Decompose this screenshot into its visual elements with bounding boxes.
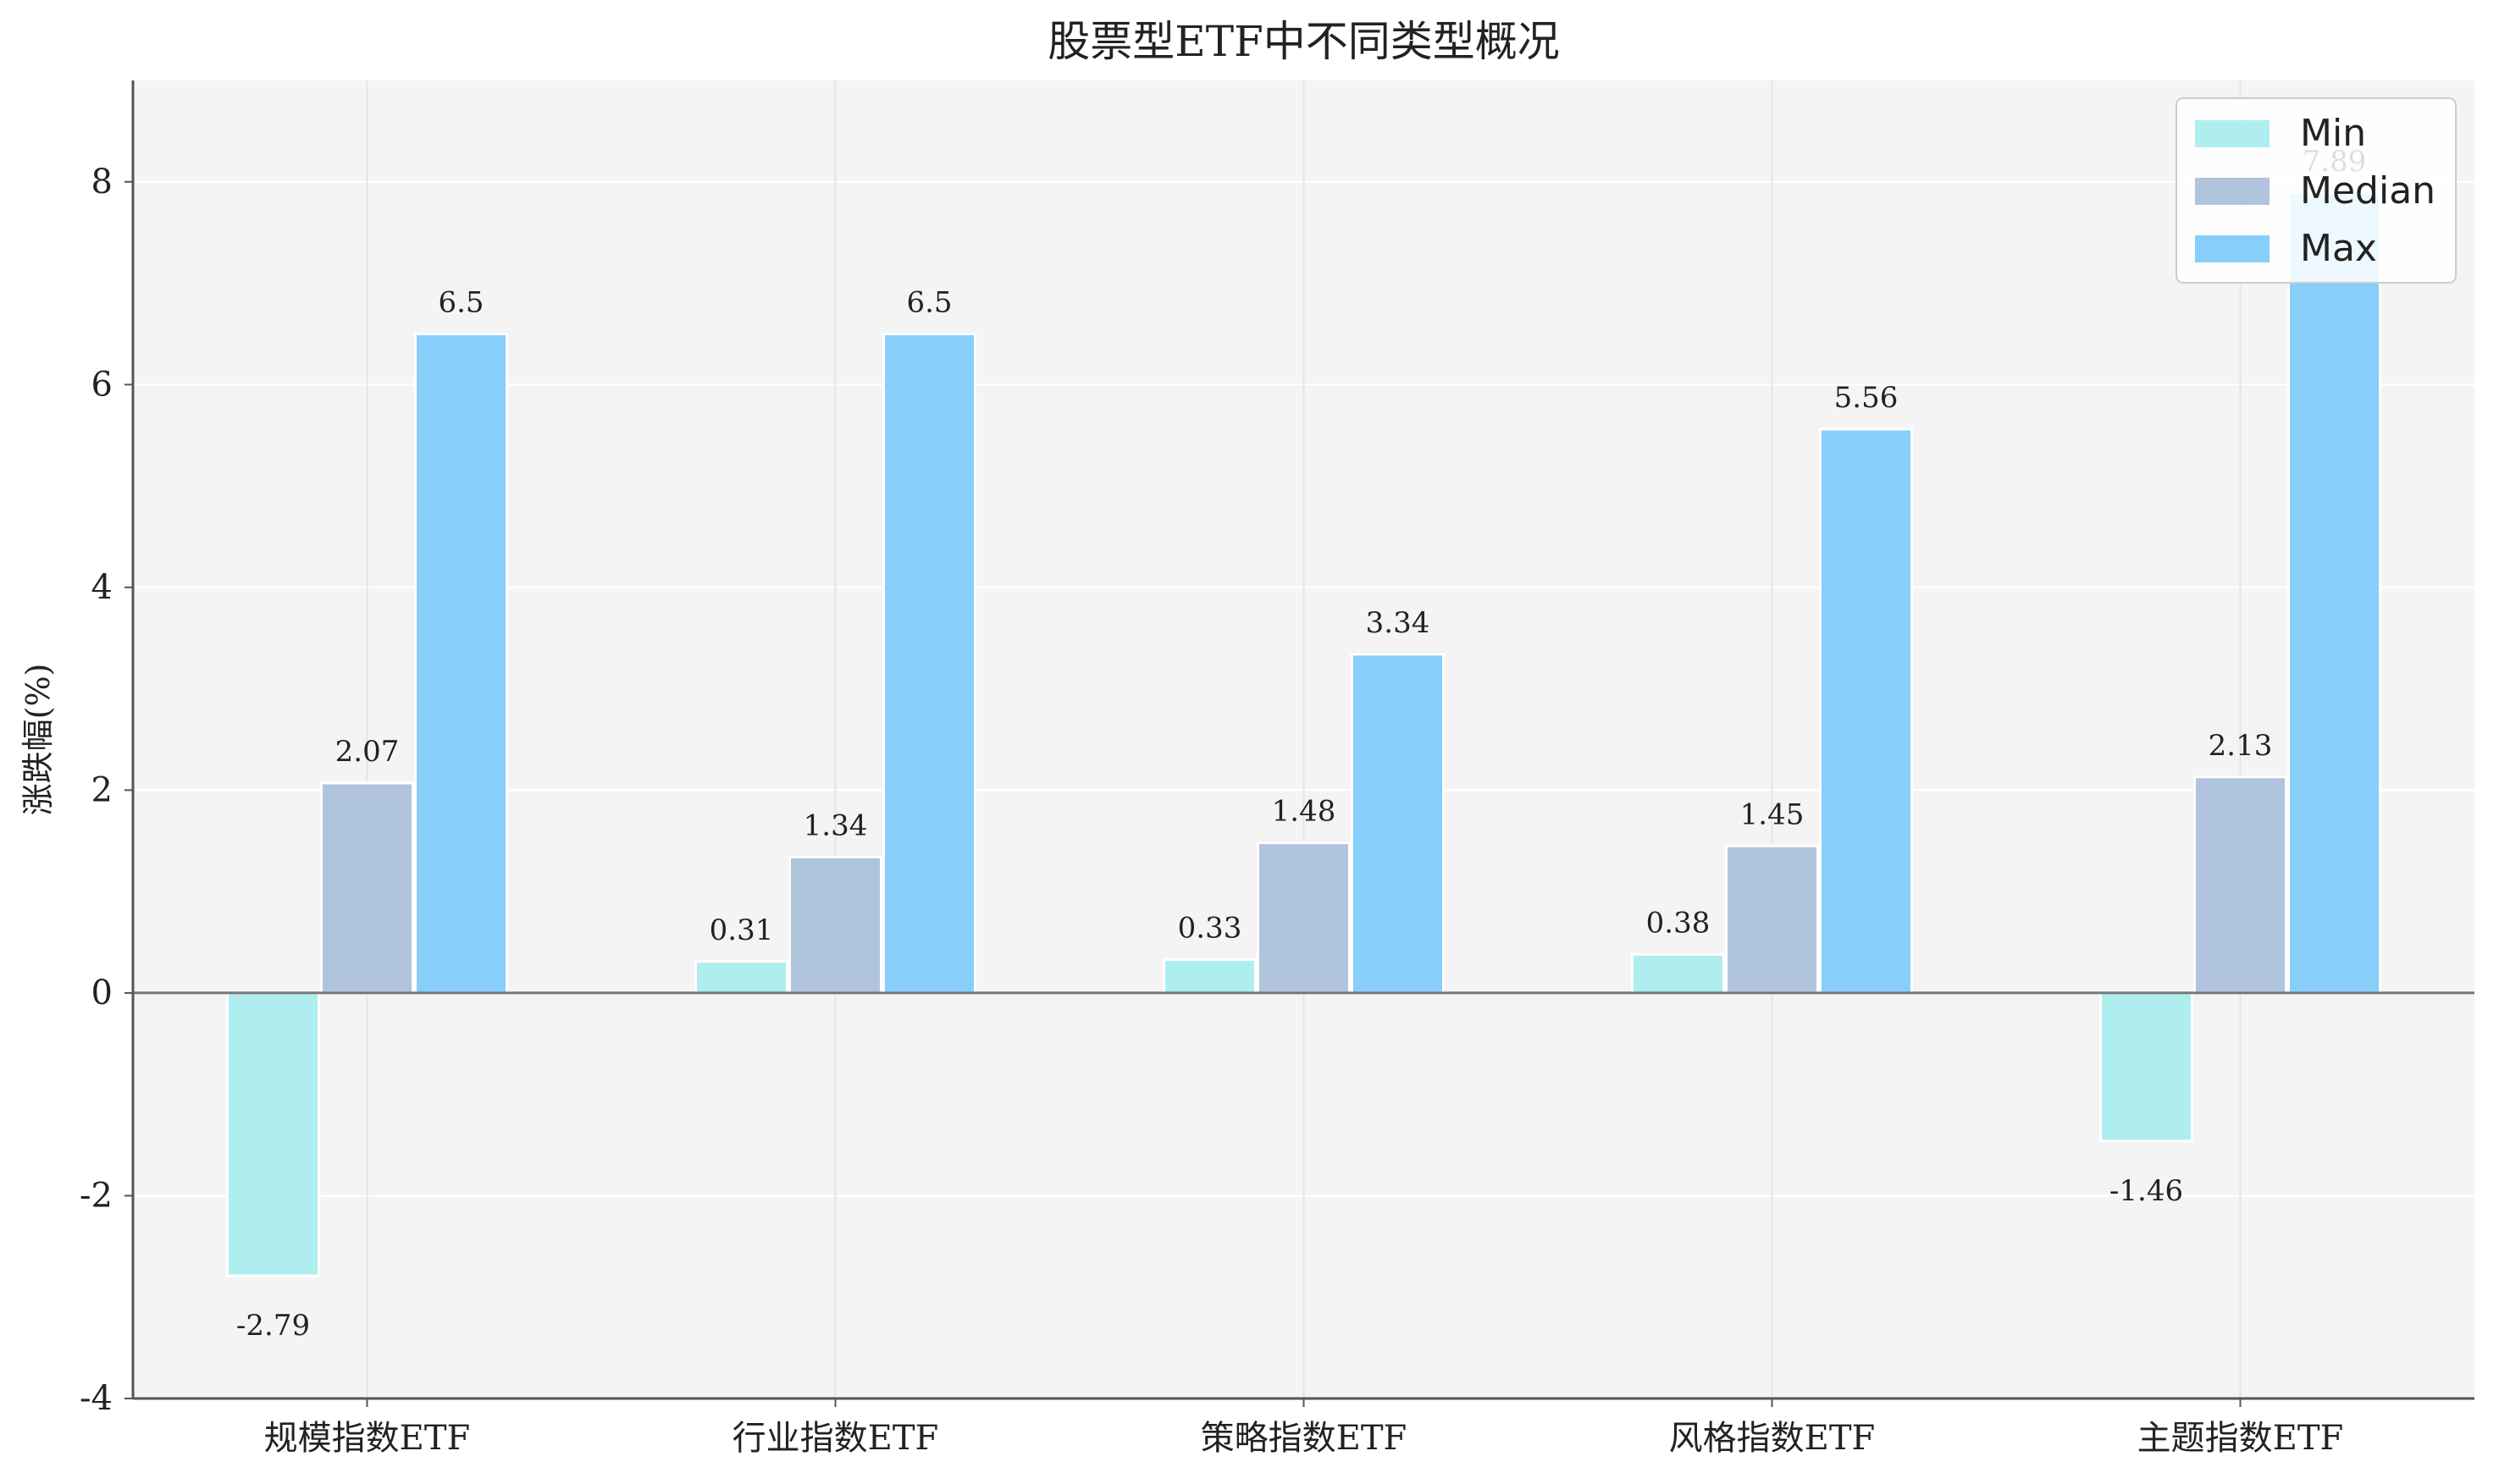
chart-title: 股票型ETF中不同类型概况 [1048,17,1560,66]
data-label: 5.56 [1834,381,1899,415]
bar-max-1 [414,332,508,995]
bar-min-4 [1631,952,1725,995]
data-label: -2.79 [236,1309,310,1343]
y-tick-label: 2 [91,770,113,809]
legend-swatch-max [2195,235,2270,262]
legend-swatch-min [2195,120,2270,147]
data-label: 2.07 [335,735,400,769]
data-label: 0.33 [1178,911,1242,945]
y-tick-label: 0 [91,974,113,1012]
data-label: 6.5 [438,285,484,319]
bar-median-3 [1257,841,1351,995]
data-label: 0.38 [1646,906,1711,940]
legend-label-median: Median [2300,169,2435,212]
bar-max-3 [1351,653,1445,995]
legend: Min Median Max [2176,97,2457,284]
data-label: 6.5 [906,285,952,319]
y-tick-label: 8 [91,163,113,201]
x-tick-label: 风格指数ETF [1669,1419,1876,1458]
bar-max-5 [2287,191,2381,995]
bar-median-5 [2193,775,2287,995]
bar-max-2 [882,332,976,995]
y-tick-label: 4 [91,568,113,607]
bar-median-4 [1725,844,1819,995]
legend-label-min: Min [2300,112,2366,155]
y-tick-label: -4 [80,1379,113,1418]
y-tick-label: -2 [80,1176,113,1215]
bar-max-4 [1819,428,1913,995]
data-label: 3.34 [1366,606,1430,640]
bar-min-3 [1163,957,1257,995]
data-label: -1.46 [2109,1174,2183,1208]
x-tick-label: 策略指数ETF [1201,1419,1407,1458]
y-tick-label: 6 [91,365,113,404]
legend-label-max: Max [2300,227,2377,270]
data-label: 1.34 [804,808,868,842]
bar-min-1 [226,991,320,1277]
x-tick-label: 主题指数ETF [2137,1419,2344,1458]
bar-median-2 [788,855,882,995]
x-tick-label: 行业指数ETF [733,1419,939,1458]
bar-min-2 [694,960,788,995]
legend-swatch-median [2195,178,2270,205]
data-label: 1.45 [1740,797,1805,831]
data-label: 2.13 [2209,729,2273,763]
bar-median-1 [320,781,414,995]
x-tick-label: 规模指数ETF [264,1419,471,1458]
data-label: 1.48 [1272,795,1336,829]
data-label: 0.31 [710,913,774,947]
bars [226,191,2381,1277]
y-axis-label: 涨跌幅(%) [19,664,57,816]
bar-min-5 [2099,991,2193,1143]
tick-labels: -4 -2 0 2 4 6 8 规模指数ETF 行业指数ETF 策略指数ETF 风格指数ETF 主题指… [80,163,2343,1458]
